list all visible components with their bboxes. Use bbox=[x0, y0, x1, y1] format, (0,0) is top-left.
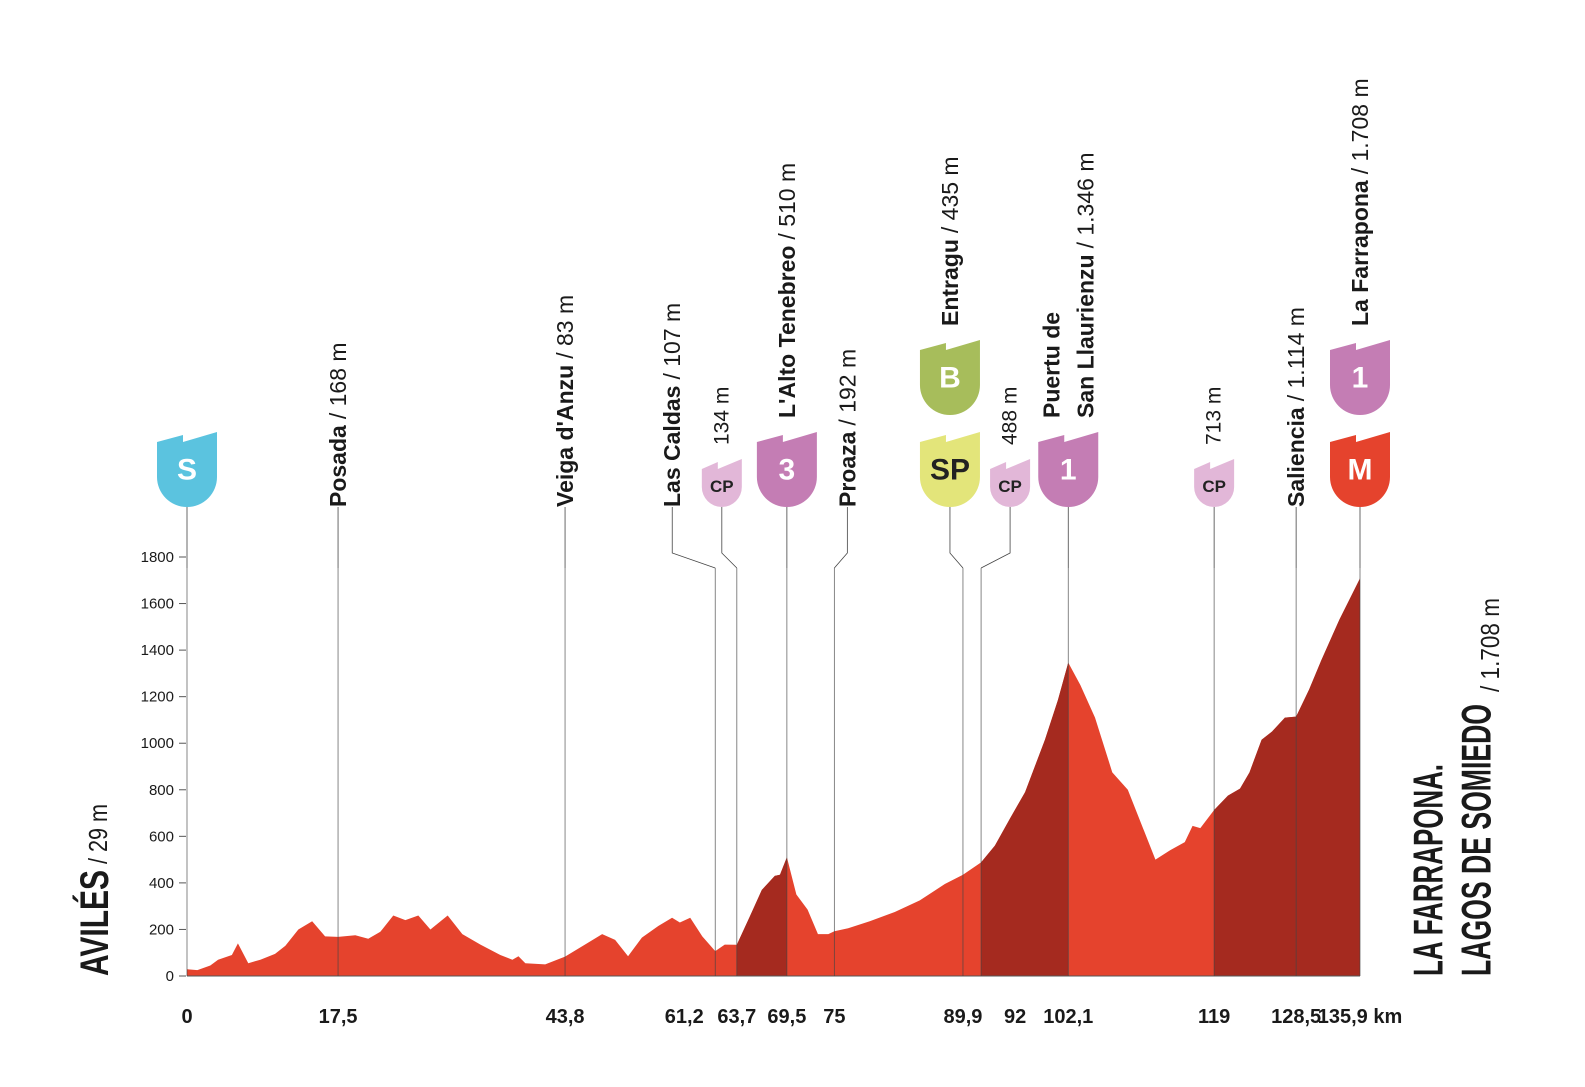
waypoint-name-text: San Llaurienzu bbox=[1072, 254, 1098, 418]
y-tick-label: 200 bbox=[149, 921, 174, 938]
x-tick-label: 128,5 bbox=[1271, 1006, 1321, 1028]
waypoint-name-text: Posada bbox=[325, 425, 351, 507]
y-tick-label: 1400 bbox=[141, 642, 174, 659]
y-tick-label: 400 bbox=[149, 875, 174, 892]
y-tick-label: 600 bbox=[149, 828, 174, 845]
waypoint-name-text: Proaza bbox=[834, 431, 860, 507]
waypoint-elevation: / 435 m bbox=[937, 156, 963, 233]
badge-label: SP bbox=[930, 454, 970, 487]
badge-label: S bbox=[177, 454, 197, 487]
y-tick-label: 1600 bbox=[141, 596, 174, 613]
waypoint-elevation: 488 m bbox=[999, 387, 1022, 445]
leader-line bbox=[980, 507, 1011, 569]
climb-area bbox=[736, 857, 787, 976]
start-name: AVILÉS bbox=[72, 870, 117, 976]
x-tick-label: 17,5 bbox=[319, 1006, 358, 1028]
y-tick-label: 0 bbox=[166, 968, 174, 985]
waypoint-name: Veiga d'Anzu / 83 m bbox=[552, 295, 578, 507]
leader-line bbox=[721, 507, 738, 569]
badge bbox=[1330, 432, 1390, 507]
badge bbox=[919, 340, 980, 416]
badge bbox=[1194, 459, 1235, 507]
x-tick-label: 135,9 km bbox=[1318, 1006, 1403, 1028]
y-tick-label: 1800 bbox=[141, 549, 174, 566]
waypoint-name: Entragu / 435 m bbox=[937, 156, 963, 326]
waypoint-name: Las Caldas / 107 m bbox=[659, 303, 685, 507]
start-elevation: / 29 m bbox=[83, 804, 113, 864]
waypoint-elevation: / 1.114 m bbox=[1283, 307, 1309, 401]
waypoint-elevation: 134 m bbox=[710, 387, 733, 445]
waypoint-name: Puertu de bbox=[1038, 312, 1064, 418]
y-tick-label: 1000 bbox=[141, 735, 174, 752]
waypoint-name: Posada / 168 m bbox=[325, 342, 351, 507]
waypoint-elevation: / 168 m bbox=[325, 342, 351, 419]
badge bbox=[1038, 432, 1099, 508]
x-tick-label: 75 bbox=[823, 1006, 845, 1028]
y-tick-label: 800 bbox=[149, 782, 174, 799]
x-tick-label: 92 bbox=[1004, 1006, 1026, 1028]
badge-label: CP bbox=[998, 477, 1022, 496]
badge-label: 1 bbox=[1352, 362, 1369, 395]
leader-line bbox=[834, 507, 848, 569]
x-tick-label: 43,8 bbox=[546, 1006, 585, 1028]
waypoint-name-text: Entragu bbox=[937, 239, 963, 326]
waypoint-name-text: Saliencia bbox=[1283, 407, 1309, 507]
waypoint-name: Proaza / 192 m bbox=[834, 349, 860, 507]
waypoint-name-text: L'Alto Tenebreo bbox=[774, 246, 800, 418]
badge-label: CP bbox=[1202, 477, 1226, 496]
waypoint-name: L'Alto Tenebreo / 510 m bbox=[774, 163, 800, 418]
badge bbox=[701, 459, 742, 507]
badge bbox=[990, 459, 1031, 507]
badge bbox=[1330, 340, 1390, 415]
waypoint-name-text: Veiga d'Anzu bbox=[552, 365, 578, 507]
x-tick-label: 63,7 bbox=[717, 1006, 756, 1028]
x-tick-label: 61,2 bbox=[665, 1006, 704, 1028]
badge bbox=[157, 432, 217, 507]
y-tick-label: 1200 bbox=[141, 689, 174, 706]
x-tick-label: 89,9 bbox=[943, 1006, 982, 1028]
leader-line bbox=[949, 507, 964, 569]
x-tick-label: 119 bbox=[1198, 1006, 1230, 1028]
finish-name: LA FARRAPONA. bbox=[1405, 764, 1452, 976]
waypoint-name-text: La Farrapona bbox=[1347, 180, 1373, 326]
waypoint-elevation: / 1.346 m bbox=[1072, 153, 1098, 249]
waypoint-elevation: / 83 m bbox=[552, 295, 578, 359]
badge-label: 1 bbox=[1060, 454, 1077, 487]
waypoint-elevation: / 1.708 m bbox=[1347, 78, 1373, 174]
badge-label: M bbox=[1348, 454, 1373, 487]
finish-elevation: / 1.708 m bbox=[1475, 598, 1505, 692]
badge-label: CP bbox=[710, 477, 734, 496]
x-tick-label: 0 bbox=[181, 1006, 192, 1028]
waypoint-name: San Llaurienzu / 1.346 m bbox=[1072, 153, 1098, 418]
waypoint-name: Saliencia / 1.114 m bbox=[1283, 307, 1309, 507]
waypoint-name-text: Puertu de bbox=[1038, 312, 1064, 418]
badge bbox=[919, 432, 980, 508]
climb-area bbox=[981, 662, 1069, 976]
waypoint-elevation: / 107 m bbox=[659, 303, 685, 380]
badge bbox=[756, 432, 817, 508]
badge-label: 3 bbox=[779, 454, 796, 487]
x-tick-label: 69,5 bbox=[767, 1006, 806, 1028]
badge-label: B bbox=[939, 362, 961, 395]
finish-name: LAGOS DE SOMIEDO bbox=[1453, 704, 1500, 976]
x-tick-label: 102,1 bbox=[1043, 1006, 1093, 1028]
waypoint-name: La Farrapona / 1.708 m bbox=[1347, 78, 1373, 326]
waypoint-elevation: 713 m bbox=[1203, 387, 1226, 445]
leader-line bbox=[671, 507, 716, 569]
waypoint-elevation: / 510 m bbox=[774, 163, 800, 240]
waypoint-name-text: Las Caldas bbox=[659, 386, 685, 507]
waypoint-elevation: / 192 m bbox=[834, 349, 860, 426]
climb-area bbox=[1214, 578, 1360, 976]
